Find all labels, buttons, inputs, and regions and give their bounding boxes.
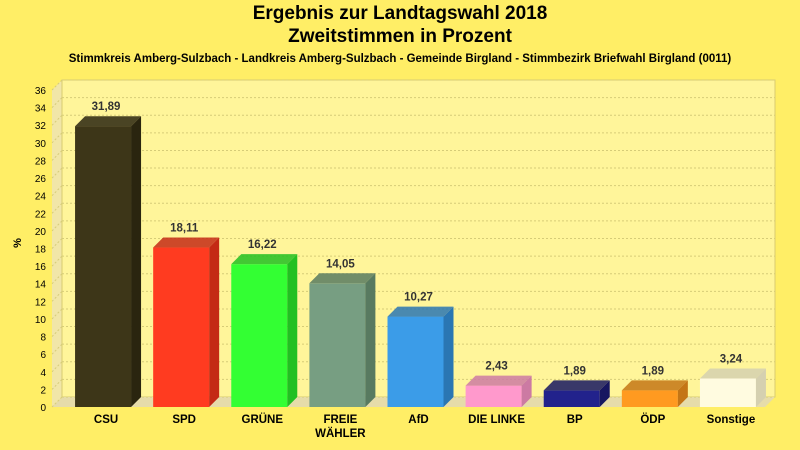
x-tick-label: DIE LINKE [468,414,525,426]
bar-value-label: 3,24 [720,353,743,365]
bar-top [153,237,220,248]
y-tick-label: 36 [35,86,47,97]
y-tick-label: 0 [40,403,46,414]
bar [231,264,288,407]
bar-top [621,380,688,391]
bar-side [209,237,220,407]
bar-value-label: 18,11 [170,223,199,235]
bar-value-label: 1,89 [642,365,664,377]
bar [387,316,444,407]
bar [543,390,600,407]
x-tick-label: CSU [94,414,118,426]
y-tick-label: 12 [35,297,47,308]
y-tick-label: 26 [35,174,47,185]
bar [153,247,210,407]
y-tick-label: 16 [35,262,47,273]
chart-subtitle-main: Zweitstimmen in Prozent [288,26,512,47]
y-tick-label: 30 [35,139,47,150]
bar-top [231,254,298,265]
bar-value-label: 1,89 [564,365,586,377]
bar-side [521,375,532,407]
chart-title: Ergebnis zur Landtagswahl 2018 [252,3,548,24]
y-tick-label: 34 [35,104,47,115]
bar-value-label: 2,43 [485,361,507,373]
y-tick-label: 8 [40,333,46,344]
bar [621,390,678,407]
y-tick-label: 2 [40,385,46,396]
y-tick-label: 6 [40,350,46,361]
y-tick-label: 4 [40,368,46,379]
x-tick-label: Sonstige [707,414,756,426]
bar-side [365,273,376,407]
y-tick-label: 14 [35,280,47,291]
y-tick-label: 22 [35,209,47,220]
y-tick-label: 24 [35,192,47,203]
bar-side [755,368,766,407]
x-tick-label: ÖDP [640,413,665,426]
x-tick-label: WÄHLER [315,427,366,440]
x-tick-label: FREIE [323,414,357,426]
y-tick-label: 28 [35,156,47,167]
bar [699,378,756,407]
y-tick-label: 10 [35,315,47,326]
x-tick-label: GRÜNE [242,413,284,426]
y-tick-label: 20 [35,227,47,238]
bar [75,126,132,408]
y-tick-label: 18 [35,245,47,256]
bar-value-label: 16,22 [248,239,277,251]
bar-value-label: 14,05 [326,258,355,270]
bar-top [75,116,142,127]
bar-top [699,368,766,379]
chart-subtitle: Stimmkreis Amberg-Sulzbach - Landkreis A… [68,53,732,65]
x-tick-label: BP [567,414,583,426]
bar-value-label: 31,89 [92,101,121,113]
bar [465,385,522,407]
bar [309,283,366,407]
y-tick-label: 32 [35,121,47,132]
bar-side [443,306,454,407]
chart-side-wall [52,80,62,407]
x-tick-label: SPD [172,414,196,426]
bar-top [387,306,454,317]
bar-value-label: 10,27 [404,292,433,304]
bar-side [287,254,298,407]
bar-top [465,375,532,386]
bar-top [309,273,376,284]
bar-side [677,380,688,407]
bar-side [131,116,142,408]
bar-top [543,380,610,391]
bar-side [599,380,610,407]
y-axis-label: % [12,238,24,248]
x-tick-label: AfD [408,414,428,426]
